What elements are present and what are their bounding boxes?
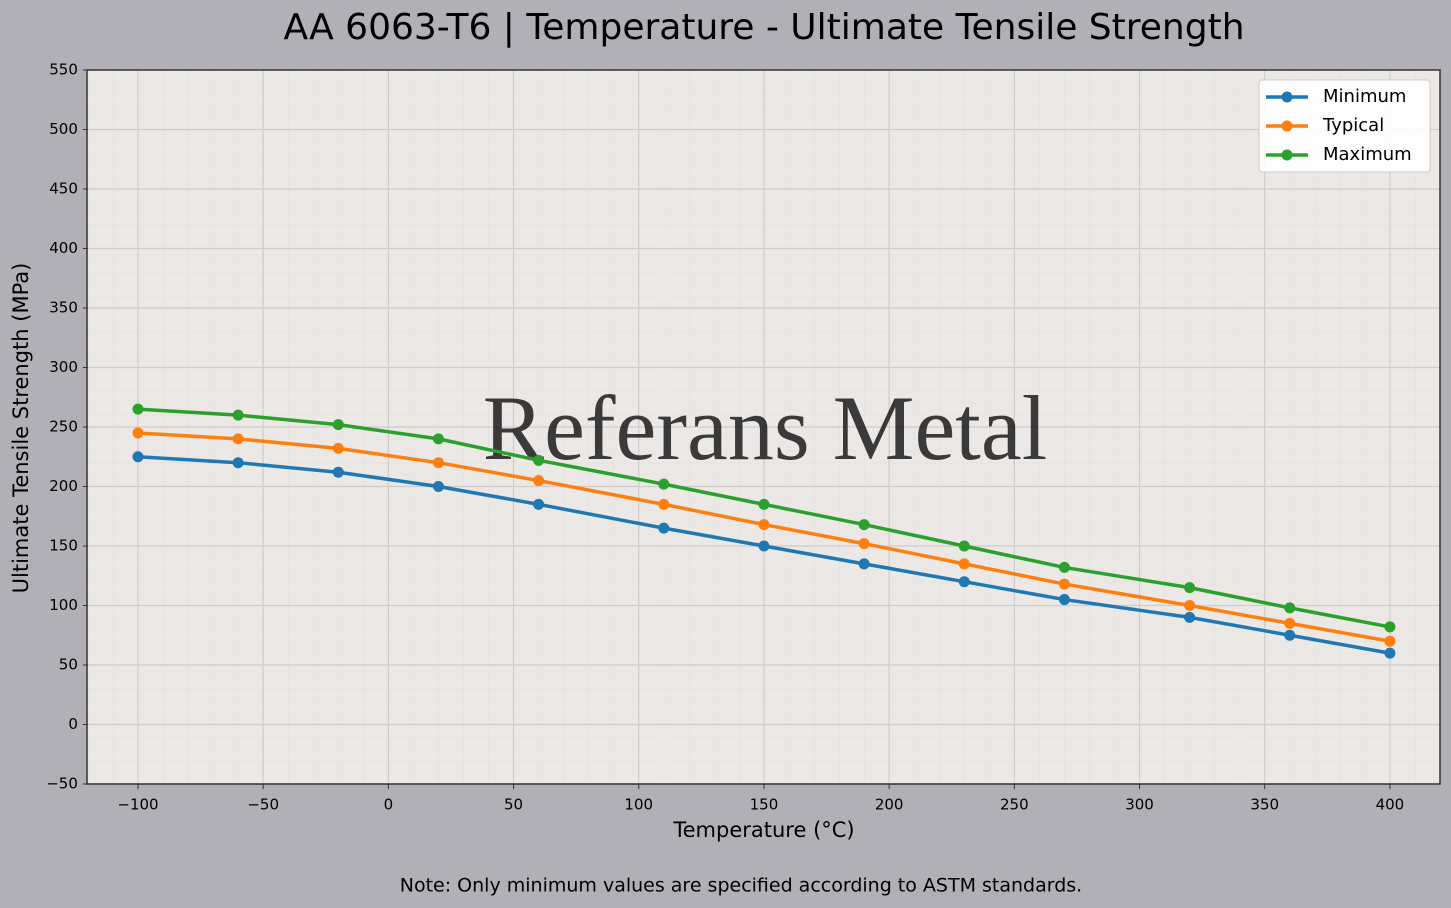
y-tick-label: 400	[49, 239, 78, 257]
point	[958, 540, 970, 552]
point	[432, 457, 444, 469]
x-tick-label: 150	[750, 796, 779, 814]
point	[1184, 582, 1196, 594]
y-tick-label: 500	[49, 120, 78, 138]
x-tick-label: 0	[384, 796, 394, 814]
point	[132, 427, 144, 439]
point	[232, 409, 244, 421]
point	[1284, 629, 1296, 641]
point	[1384, 647, 1396, 659]
point	[858, 558, 870, 570]
point	[1284, 602, 1296, 614]
point	[1284, 617, 1296, 629]
point	[658, 478, 670, 490]
x-tick-label: 200	[875, 796, 904, 814]
point	[758, 540, 770, 552]
point	[758, 498, 770, 510]
chart-title: AA 6063-T6 | Temperature - Ultimate Tens…	[283, 7, 1244, 48]
point	[958, 576, 970, 588]
point	[432, 433, 444, 445]
y-tick-label: 550	[49, 61, 78, 79]
point	[1184, 600, 1196, 611]
point	[1184, 611, 1196, 623]
x-tick-label: 250	[1000, 796, 1029, 814]
x-tick-label: −50	[247, 796, 279, 814]
legend-marker	[1281, 91, 1293, 103]
x-axis-label: Temperature (°C)	[672, 818, 854, 842]
point	[658, 522, 670, 534]
y-tick-label: −50	[46, 775, 78, 793]
point	[533, 475, 545, 487]
x-tick-label: 350	[1250, 796, 1279, 814]
y-tick-label: 250	[49, 418, 78, 436]
point	[132, 451, 144, 463]
y-tick-label: 300	[49, 358, 78, 376]
point	[1058, 594, 1070, 606]
point	[332, 419, 344, 431]
point	[1384, 635, 1396, 647]
point	[1058, 561, 1070, 573]
y-tick-label: 0	[68, 715, 78, 733]
point	[958, 558, 970, 570]
point	[658, 498, 670, 510]
watermark: Referans Metal	[483, 377, 1048, 479]
point	[758, 519, 770, 531]
point	[232, 433, 244, 445]
point	[332, 442, 344, 454]
point	[132, 403, 144, 415]
y-tick-label: 350	[49, 299, 78, 317]
point	[533, 498, 545, 510]
point	[533, 454, 545, 466]
legend-label: Maximum	[1323, 144, 1412, 165]
y-tick-label: 50	[59, 656, 78, 674]
x-tick-label: 400	[1376, 796, 1405, 814]
legend-label: Minimum	[1323, 86, 1406, 107]
point	[332, 466, 344, 478]
legend-box	[1258, 79, 1431, 173]
y-tick-label: 100	[49, 596, 78, 614]
point	[858, 538, 870, 550]
y-axis-label: Ultimate Tensile Strength (MPa)	[9, 263, 33, 594]
y-tick-label: 450	[49, 180, 78, 198]
point	[1058, 578, 1070, 590]
legend-label: Typical	[1322, 115, 1384, 136]
note: Note: Only minimum values are specified …	[400, 875, 1082, 897]
legend-marker	[1281, 120, 1293, 132]
point	[1384, 621, 1396, 633]
y-tick-label: 150	[49, 537, 78, 555]
point	[858, 519, 870, 531]
x-tick-label: 50	[504, 796, 523, 814]
legend-marker	[1281, 149, 1293, 161]
y-tick-label: 200	[49, 477, 78, 495]
point	[432, 481, 444, 492]
x-tick-label: 300	[1125, 796, 1154, 814]
x-tick-label: −100	[117, 796, 158, 814]
x-tick-label: 100	[624, 796, 653, 814]
point	[232, 457, 244, 469]
